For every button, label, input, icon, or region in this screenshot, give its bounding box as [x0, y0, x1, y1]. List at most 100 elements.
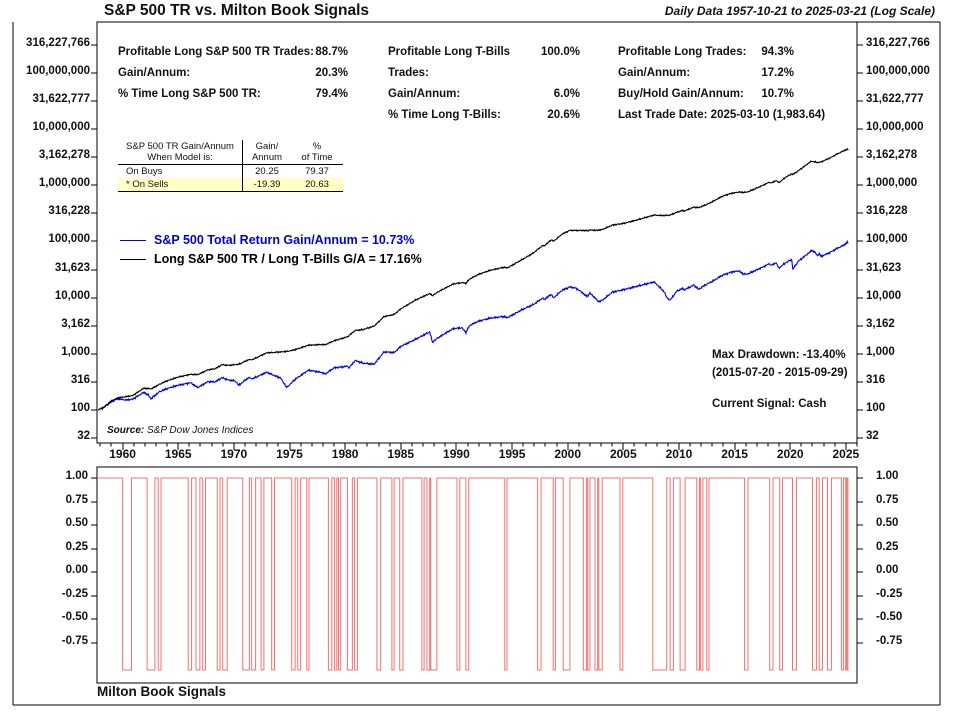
x-axis-label: 2015 [721, 447, 748, 461]
max-drawdown-annotation: Max Drawdown: -13.40% (2015-07-20 - 2015… [712, 346, 848, 382]
y-axis-label-left: 100,000,000 [26, 65, 90, 77]
y-axis-label-right: 100,000,000 [866, 65, 930, 77]
stat-row: Profitable Long S&P 500 TR Trades: 88.7% [118, 42, 348, 63]
y-axis-label-right: 316,227,766 [866, 37, 930, 49]
stat-label: Buy/Hold Gain/Annum: [618, 88, 744, 100]
stat-row: % Time Long S&P 500 TR: 79.4% [118, 84, 348, 105]
signal-axis-label-right: -0.75 [876, 635, 903, 647]
legend-label: S&P 500 Total Return Gain/Annum = 10.73% [154, 233, 415, 247]
stat-value: 10.7% [761, 88, 794, 100]
y-axis-label-right: 10,000,000 [866, 121, 924, 133]
main-plot-border [96, 21, 858, 444]
table-header-gain: Gain/Annum [242, 140, 291, 165]
signal-panel-label: Milton Book Signals [97, 684, 227, 699]
y-axis-label-left: 3,162 [61, 318, 90, 330]
stat-value: 6.0% [553, 88, 580, 100]
stat-label: Profitable Long S&P 500 TR Trades: [118, 46, 314, 58]
x-axis-label: 2025 [832, 447, 860, 461]
y-axis-label-right: 316,228 [866, 205, 908, 217]
last-trade-date: Last Trade Date: 2025-03-10 (1,983.64) [618, 109, 826, 121]
legend-line-swatch [120, 240, 146, 241]
table-header-time: % of Time [291, 140, 343, 165]
y-axis-label-left: 316,227,766 [26, 37, 90, 49]
signal-axis-label-left: -0.25 [61, 588, 88, 600]
model-gain-table: S&P 500 TR Gain/Annum When Model is: Gain/… [118, 140, 343, 192]
stat-label: Gain/Annum: [388, 88, 461, 100]
stat-row: Profitable Long Trades: 94.3% [618, 42, 794, 63]
signal-axis-label-left: 0.50 [65, 517, 88, 529]
current-signal-annotation: Current Signal: Cash [712, 395, 826, 413]
table-cell-label: * On Sells [118, 178, 243, 192]
stat-value: 88.7% [315, 46, 348, 58]
stats-block-sp500: Profitable Long S&P 500 TR Trades: 88.7% G… [118, 42, 348, 105]
legend-label: Long S&P 500 TR / Long T-Bills G/A = 17.… [154, 252, 422, 266]
signal-axis-label-right: 1.00 [876, 470, 899, 482]
source-prefix: Source: [107, 425, 145, 436]
stat-label: % Time Long T-Bills: [388, 109, 501, 121]
legend-line-swatch [120, 259, 146, 260]
stat-row: Buy/Hold Gain/Annum: 10.7% [618, 84, 794, 105]
y-axis-label-left: 316 [70, 374, 90, 386]
stat-label: Gain/Annum: [618, 67, 691, 79]
signal-axis-label-left: -0.50 [61, 611, 88, 623]
stat-value: 79.4% [315, 88, 348, 100]
signal-axis-label-left: 0.75 [65, 494, 88, 506]
y-axis-label-left: 32 [77, 430, 90, 442]
signal-axis-label-left: 0.00 [65, 564, 88, 576]
source-text: S&P Dow Jones Indices [144, 425, 254, 436]
signal-axis-label-right: -0.50 [876, 611, 903, 623]
x-axis-label: 1995 [498, 447, 526, 461]
table-header-model: S&P 500 TR Gain/Annum When Model is: [118, 140, 243, 165]
max-drawdown-line2: (2015-07-20 - 2015-09-29) [712, 367, 848, 379]
sp500-total-return-line [98, 239, 849, 411]
stat-row: Gain/Annum: 17.2% [618, 63, 794, 84]
stat-value: 94.3% [761, 46, 794, 58]
x-axis-label: 2005 [609, 447, 637, 461]
current-signal-text: Current Signal: Cash [712, 398, 827, 410]
stat-row: Gain/Annum: 20.3% [118, 63, 348, 84]
signal-axis-label-right: -0.25 [876, 588, 903, 600]
table-cell-label: On Buys [118, 164, 243, 178]
y-axis-label-right: 3,162 [866, 318, 895, 330]
signal-axis-label-left: 0.25 [65, 541, 88, 553]
stat-row: Gain/Annum: 6.0% [388, 84, 580, 105]
y-axis-label-right: 100 [866, 402, 886, 414]
signal-axis-label-right: 0.00 [876, 564, 899, 576]
date-range-subtitle: Daily Data 1957-10-21 to 2025-03-21 (Log… [664, 4, 935, 18]
stat-label: Gain/Annum: [118, 67, 191, 79]
y-axis-label-right: 316 [866, 374, 886, 386]
y-axis-label-right: 31,622,777 [866, 93, 924, 105]
x-axis-label: 1970 [220, 447, 248, 461]
table-row: On Buys 20.25 79.37 [118, 164, 343, 178]
x-axis-label: 1980 [331, 447, 359, 461]
stat-label: % Time Long S&P 500 TR: [118, 88, 261, 100]
x-axis-label: 1990 [443, 447, 470, 461]
stat-row: % Time Long T-Bills: 20.6% [388, 105, 580, 126]
signal-axis-label-right: 0.25 [876, 541, 899, 553]
y-axis-label-left: 31,623 [54, 262, 90, 274]
table-cell-time: 20.63 [291, 178, 343, 192]
x-axis-label: 2020 [776, 447, 804, 461]
x-axis-label: 2000 [554, 447, 582, 461]
y-axis-label-right: 32 [866, 430, 879, 442]
stat-label: Profitable Long T-Bills Trades: [388, 46, 511, 79]
stat-value: 17.2% [761, 67, 794, 79]
stats-block-tbills: Profitable Long T-Bills Trades: 100.0% Gai… [388, 42, 580, 126]
x-axis-label: 1975 [276, 447, 303, 461]
stat-row: Profitable Long T-Bills Trades: 100.0% [388, 42, 580, 84]
signal-plot-border [96, 466, 858, 684]
signal-axis-label-left: 1.00 [65, 470, 88, 482]
x-axis-label: 2010 [665, 447, 693, 461]
y-axis-label-left: 100 [70, 402, 90, 414]
y-axis-label-left: 316,228 [48, 205, 90, 217]
y-axis-label-left: 10,000 [54, 290, 90, 302]
table-cell-time: 79.37 [305, 166, 329, 177]
table-row: * On Sells -19.39 20.63 [118, 178, 343, 192]
y-axis-label-right: 3,162,278 [866, 149, 918, 161]
table-cell-gain: -19.39 [242, 178, 291, 192]
strategy-line [97, 147, 849, 411]
y-axis-label-left: 100,000 [48, 233, 90, 245]
y-axis-label-right: 100,000 [866, 233, 908, 245]
legend-item: Long S&P 500 TR / Long T-Bills G/A = 17.… [120, 250, 422, 269]
